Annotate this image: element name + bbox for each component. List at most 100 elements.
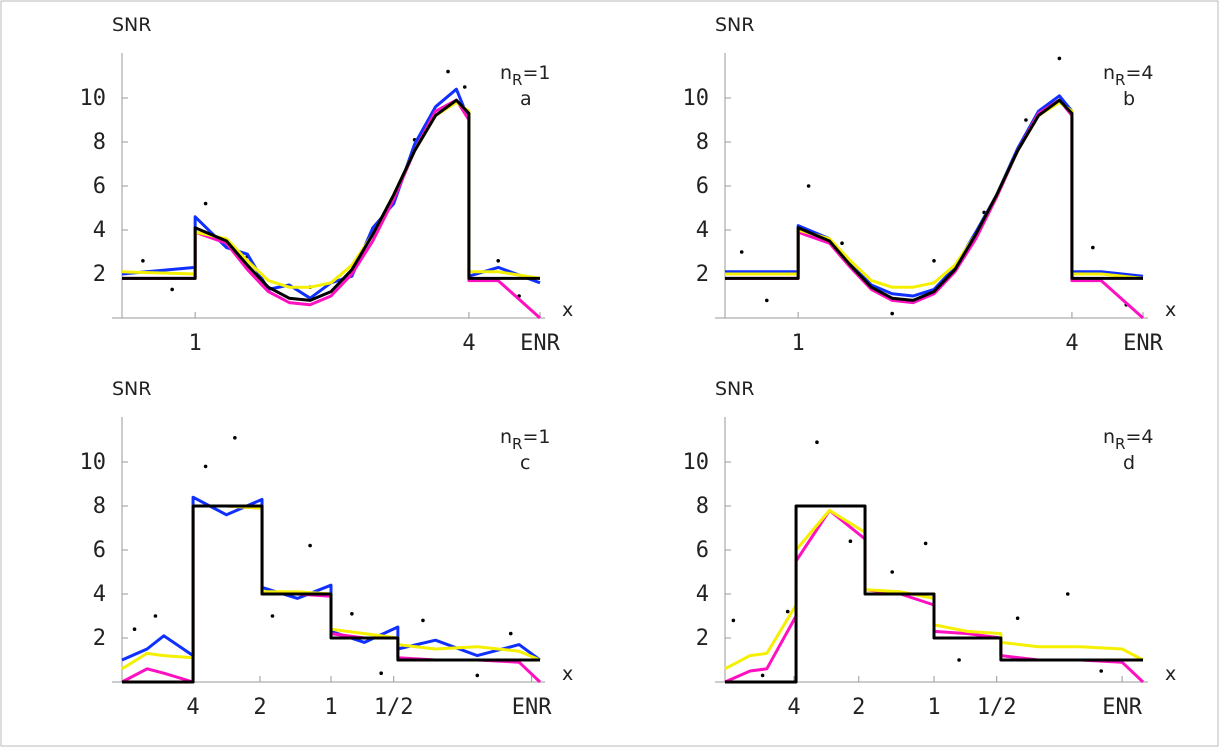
y-axis-label: SNR [112, 14, 151, 36]
series-line [725, 504, 1143, 684]
data-point [233, 436, 237, 440]
x-tick-label: ENR [1123, 331, 1163, 356]
data-point [932, 259, 936, 263]
x-tick-label: 1/2 [977, 695, 1017, 720]
y-tick-label: 10 [80, 450, 107, 475]
annotation-sub: R [512, 435, 522, 453]
data-point [1091, 245, 1095, 250]
data-point [765, 298, 769, 303]
y-axis-label: SNR [715, 14, 754, 36]
annotation: nR=4 [1103, 62, 1154, 89]
y-tick-label: 10 [683, 86, 710, 111]
y-tick-label: 4 [696, 218, 709, 243]
x-tick-label: 1 [324, 695, 337, 720]
x-tick-label: 4 [787, 695, 800, 720]
panel-label: c [520, 452, 530, 474]
y-tick-label: 10 [80, 86, 107, 111]
annotation-sub: R [512, 71, 522, 89]
y-tick-label: 2 [696, 626, 709, 651]
data-point [170, 287, 174, 292]
data-point [739, 250, 744, 254]
series-line [122, 98, 540, 302]
series-line [725, 100, 1144, 289]
annotation-sub: R [1115, 435, 1125, 453]
data-point [508, 631, 513, 636]
x-axis-label: x [562, 299, 573, 321]
annotation-base: n [500, 426, 512, 448]
data-point [203, 201, 208, 206]
data-point [141, 259, 145, 263]
panel-label: b [1123, 88, 1135, 110]
x-tick-label: 4 [186, 695, 199, 720]
data-point [1057, 56, 1062, 61]
data-point [923, 541, 928, 546]
data-point [270, 614, 275, 618]
data-point [1015, 616, 1020, 620]
data-point [462, 85, 467, 89]
annotation-rest: =4 [1125, 426, 1153, 448]
data-point [806, 184, 811, 188]
annotation-rest: =1 [522, 426, 550, 448]
y-axis-label: SNR [112, 378, 151, 400]
data-point [1099, 669, 1103, 673]
data-point [132, 627, 137, 631]
y-tick-label: 10 [683, 450, 710, 475]
y-tick-label: 4 [696, 582, 709, 607]
x-tick-label: 2 [852, 695, 865, 720]
annotation: nR=4 [1103, 426, 1154, 453]
data-point [890, 311, 894, 316]
annotation-sub: R [1115, 71, 1125, 89]
data-point [203, 464, 208, 469]
annotation-base: n [1103, 62, 1115, 84]
y-tick-label: 6 [93, 538, 106, 563]
series-line [725, 98, 1143, 302]
y-tick-label: 8 [696, 130, 709, 155]
panel-label: a [520, 88, 532, 110]
data-point [785, 609, 790, 614]
data-point [1024, 118, 1028, 122]
y-tick-label: 2 [93, 626, 106, 651]
x-tick-label: ENR [520, 331, 560, 356]
data-point [446, 69, 450, 74]
x-axis-label: x [1165, 663, 1176, 685]
annotation-base: n [1103, 426, 1115, 448]
y-tick-label: 8 [93, 130, 106, 155]
data-point [815, 440, 819, 445]
x-axis-label: x [562, 663, 573, 685]
annotation-rest: =1 [522, 62, 550, 84]
data-point [840, 241, 844, 245]
x-tick-label: 2 [253, 695, 266, 720]
x-tick-label: 1/2 [374, 695, 414, 720]
y-tick-label: 6 [93, 174, 106, 199]
x-tick-label: 1 [927, 695, 940, 720]
panel-label: d [1123, 452, 1135, 474]
x-tick-label: 1 [189, 331, 202, 356]
data-point [496, 259, 501, 263]
x-axis-label: x [1165, 299, 1176, 321]
x-tick-label: ENR [1102, 695, 1142, 720]
y-axis-label: SNR [715, 378, 754, 400]
data-point [731, 618, 736, 623]
annotation-rest: =4 [1125, 62, 1153, 84]
series-line [122, 504, 540, 684]
series-line [121, 100, 541, 289]
annotation: nR=1 [500, 426, 551, 453]
data-point [848, 539, 853, 543]
y-tick-label: 8 [93, 494, 106, 519]
y-tick-label: 2 [93, 262, 106, 287]
y-tick-label: 8 [696, 494, 709, 519]
data-point [890, 570, 894, 574]
x-tick-label: 4 [462, 331, 475, 356]
annotation-base: n [500, 62, 512, 84]
x-tick-label: 4 [1065, 331, 1078, 356]
data-point [1065, 592, 1070, 596]
annotation: nR=1 [500, 62, 551, 89]
data-point [421, 618, 425, 623]
data-point [379, 671, 383, 675]
data-point [475, 673, 480, 678]
y-tick-label: 2 [696, 262, 709, 287]
x-tick-label: 1 [792, 331, 805, 356]
